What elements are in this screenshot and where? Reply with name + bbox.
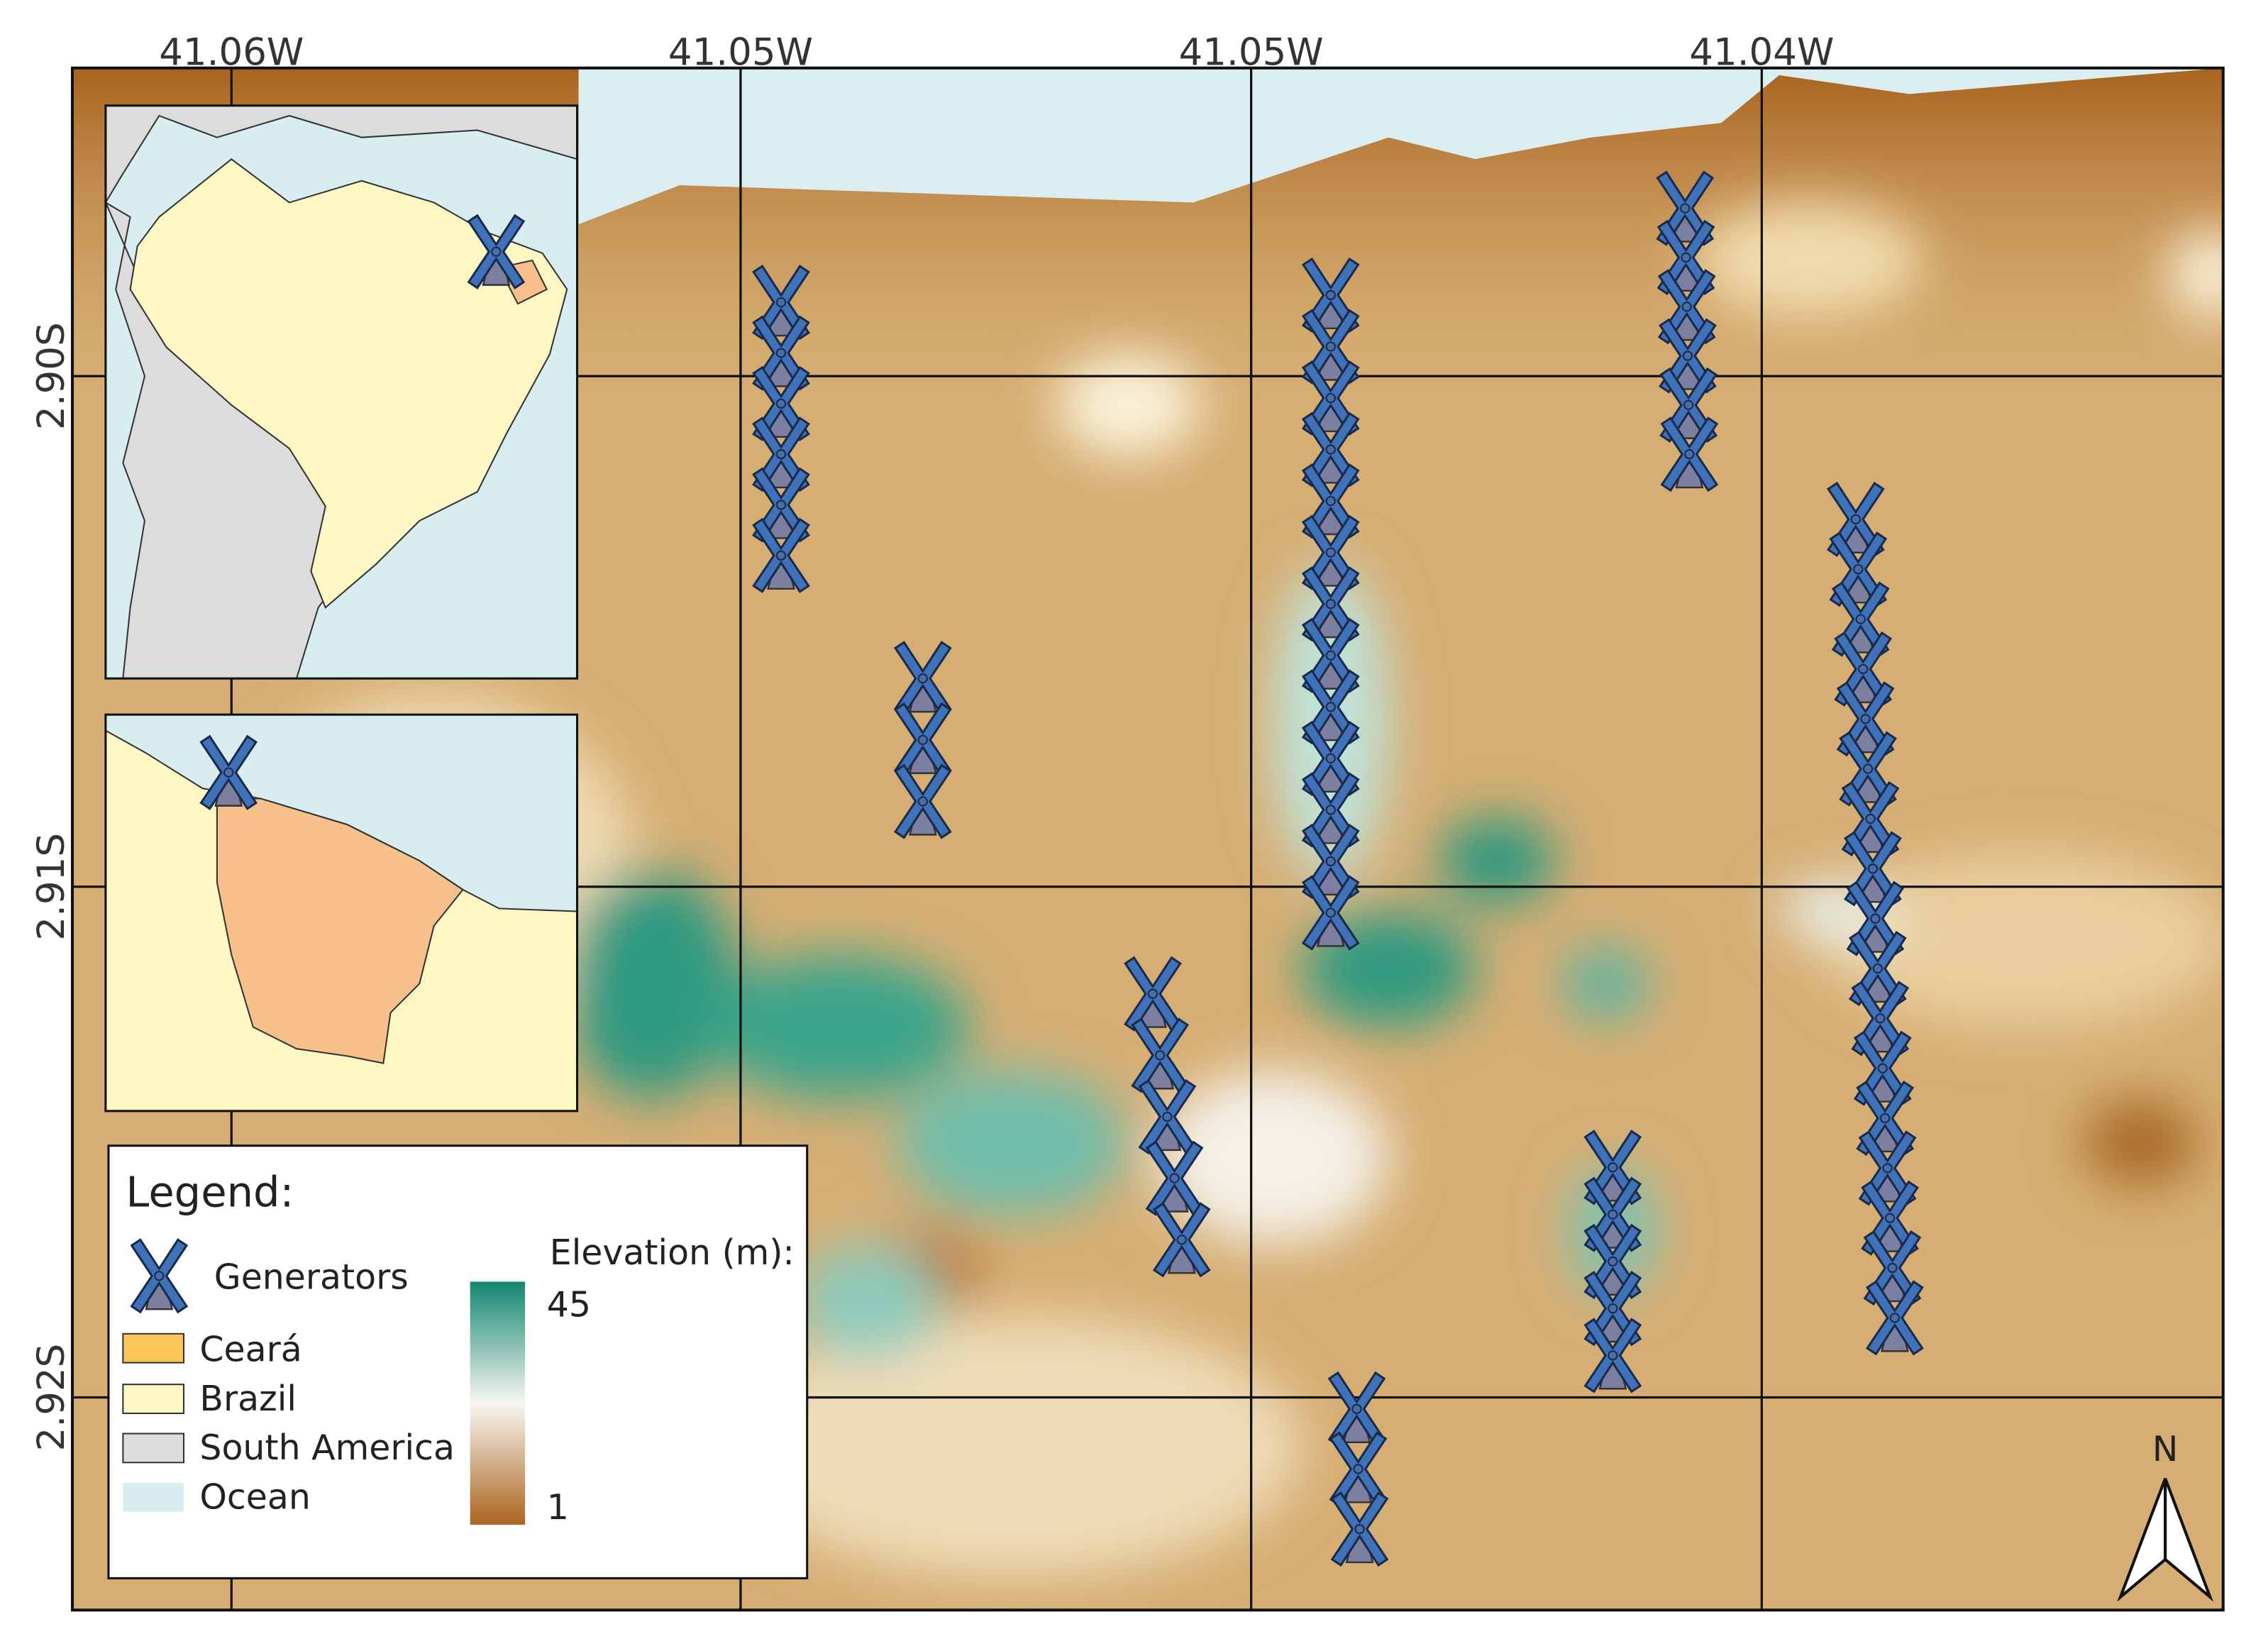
north-label: N — [2152, 1429, 2179, 1469]
inset-frame — [104, 713, 579, 1113]
elevation-title: Elevation (m): — [550, 1232, 795, 1273]
ocean — [275, 67, 2223, 225]
north-arrow-right — [2164, 1477, 2214, 1602]
y-label: 2.91S — [30, 833, 73, 941]
legend-swatch — [122, 1384, 185, 1414]
elevation-min: 1 — [547, 1487, 569, 1528]
ceara — [216, 798, 464, 1064]
elevation-max: 45 — [547, 1284, 591, 1325]
legend-item: South America — [199, 1428, 455, 1468]
x-label: 41.05W — [668, 31, 813, 74]
x-label: 41.04W — [1689, 31, 1834, 74]
y-label: 2.90S — [30, 322, 73, 430]
legend: Legend: Generators Ceará Brazil South Am… — [107, 1144, 809, 1579]
legend-title: Legend: — [126, 1167, 294, 1216]
legend-swatch — [123, 1482, 184, 1512]
legend-item: Brazil — [199, 1379, 297, 1419]
north-arrow: N — [2117, 1429, 2214, 1602]
inset-frame — [104, 104, 579, 680]
x-label: 41.06W — [159, 31, 304, 74]
inset-south-america — [104, 104, 579, 680]
inset-ceara — [104, 713, 579, 1113]
legend-item: Ceará — [199, 1330, 302, 1370]
legend-item: Generators — [214, 1257, 409, 1298]
x-label: 41.05W — [1179, 31, 1324, 74]
legend-swatch — [122, 1332, 185, 1364]
legend-box — [107, 1144, 809, 1579]
elevation-colorbar — [470, 1281, 526, 1525]
brazil — [129, 158, 568, 609]
y-label: 2.92S — [30, 1344, 73, 1452]
legend-swatch — [122, 1433, 185, 1464]
legend-item: Ocean — [199, 1477, 311, 1518]
map-frame — [70, 66, 2225, 1612]
